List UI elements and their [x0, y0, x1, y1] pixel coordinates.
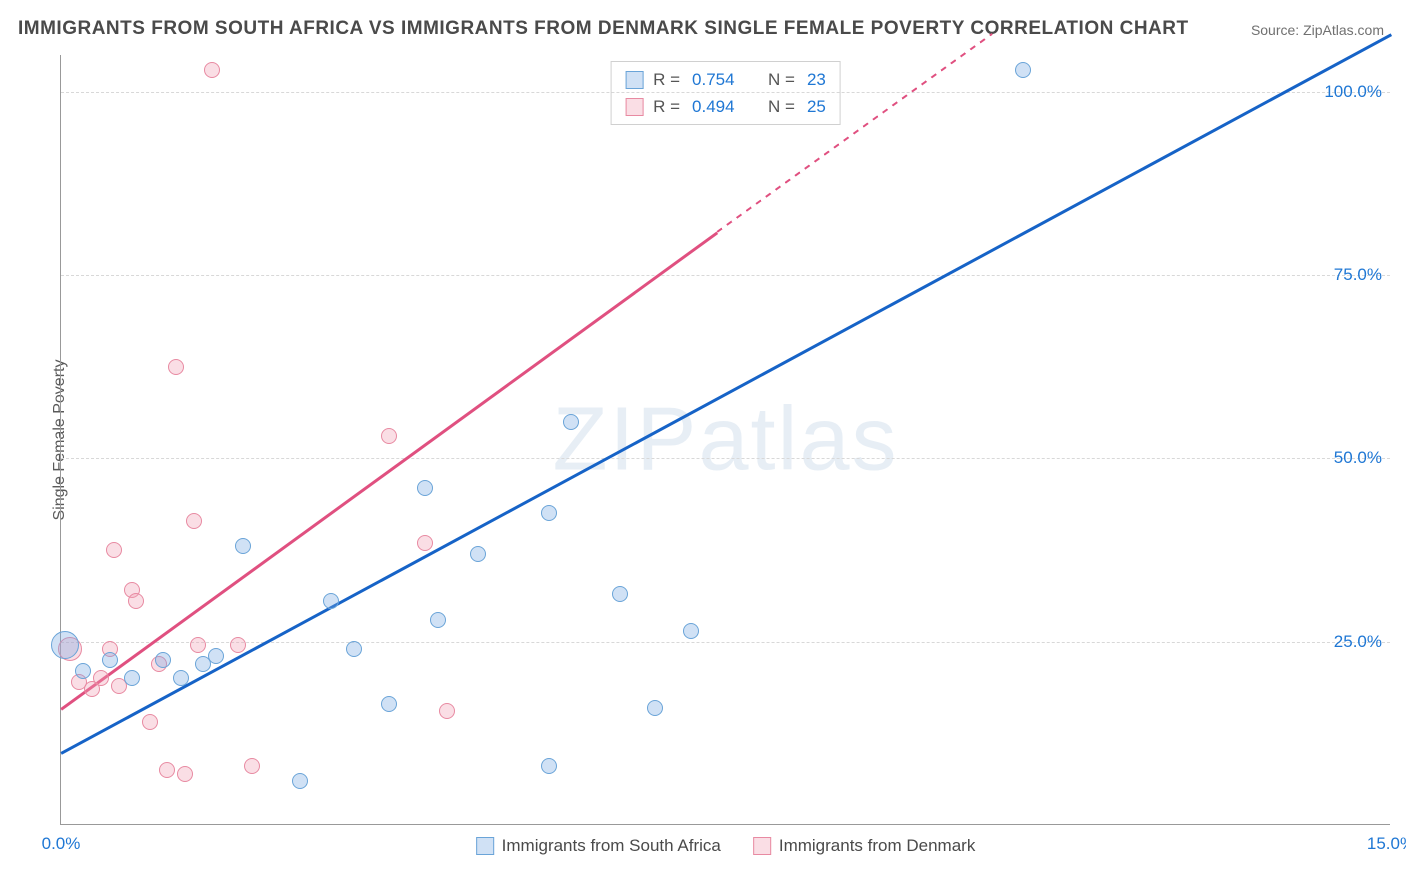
x-tick-label: 15.0%: [1367, 834, 1406, 854]
data-point: [128, 593, 144, 609]
data-point: [142, 714, 158, 730]
data-point: [173, 670, 189, 686]
data-point: [292, 773, 308, 789]
data-point: [541, 505, 557, 521]
r-label: R =: [653, 93, 680, 120]
gridline: [61, 642, 1390, 643]
data-point: [541, 758, 557, 774]
legend-swatch: [753, 837, 771, 855]
y-tick-label: 25.0%: [1334, 632, 1382, 652]
n-label: N =: [768, 93, 795, 120]
data-point: [235, 538, 251, 554]
y-tick-label: 50.0%: [1334, 448, 1382, 468]
n-value: 23: [807, 66, 826, 93]
data-point: [381, 428, 397, 444]
data-point: [647, 700, 663, 716]
data-point: [124, 670, 140, 686]
watermark: ZIPatlas: [552, 388, 898, 491]
data-point: [323, 593, 339, 609]
source-label: Source: ZipAtlas.com: [1251, 22, 1384, 38]
legend-item: Immigrants from Denmark: [753, 836, 975, 856]
data-point: [439, 703, 455, 719]
r-label: R =: [653, 66, 680, 93]
gridline: [61, 92, 1390, 93]
data-point: [430, 612, 446, 628]
legend-stat-row: R = 0.494 N = 25: [625, 93, 826, 120]
data-point: [177, 766, 193, 782]
data-point: [470, 546, 486, 562]
data-point: [244, 758, 260, 774]
data-point: [230, 637, 246, 653]
trendline: [60, 33, 1391, 754]
y-tick-label: 100.0%: [1324, 82, 1382, 102]
data-point: [417, 535, 433, 551]
data-point: [168, 359, 184, 375]
legend-label: Immigrants from Denmark: [779, 836, 975, 856]
legend-series: Immigrants from South Africa Immigrants f…: [476, 836, 976, 856]
n-value: 25: [807, 93, 826, 120]
data-point: [190, 637, 206, 653]
gridline: [61, 275, 1390, 276]
legend-stats: R = 0.754 N = 23 R = 0.494 N = 25: [610, 61, 841, 125]
data-point: [155, 652, 171, 668]
data-point: [563, 414, 579, 430]
data-point: [346, 641, 362, 657]
legend-swatch: [625, 98, 643, 116]
legend-swatch: [476, 837, 494, 855]
legend-item: Immigrants from South Africa: [476, 836, 721, 856]
plot-region: ZIPatlas R =0.754N =23R =0.494N =25 Immi…: [60, 55, 1390, 825]
chart-title: IMMIGRANTS FROM SOUTH AFRICA VS IMMIGRAN…: [18, 18, 1189, 40]
legend-stat-row: R = 0.754 N = 23: [625, 66, 826, 93]
data-point: [1015, 62, 1031, 78]
trendline: [60, 231, 718, 710]
y-tick-label: 75.0%: [1334, 265, 1382, 285]
data-point: [204, 62, 220, 78]
gridline: [61, 458, 1390, 459]
data-point: [381, 696, 397, 712]
data-point: [106, 542, 122, 558]
chart-area: Single Female Poverty ZIPatlas R =0.754N…: [50, 55, 1390, 825]
data-point: [159, 762, 175, 778]
data-point: [51, 631, 79, 659]
data-point: [417, 480, 433, 496]
x-tick-label: 0.0%: [42, 834, 81, 854]
data-point: [186, 513, 202, 529]
r-value: 0.754: [692, 66, 748, 93]
legend-label: Immigrants from South Africa: [502, 836, 721, 856]
data-point: [612, 586, 628, 602]
data-point: [102, 652, 118, 668]
data-point: [683, 623, 699, 639]
legend-swatch: [625, 71, 643, 89]
r-value: 0.494: [692, 93, 748, 120]
data-point: [93, 670, 109, 686]
data-point: [208, 648, 224, 664]
n-label: N =: [768, 66, 795, 93]
data-point: [75, 663, 91, 679]
